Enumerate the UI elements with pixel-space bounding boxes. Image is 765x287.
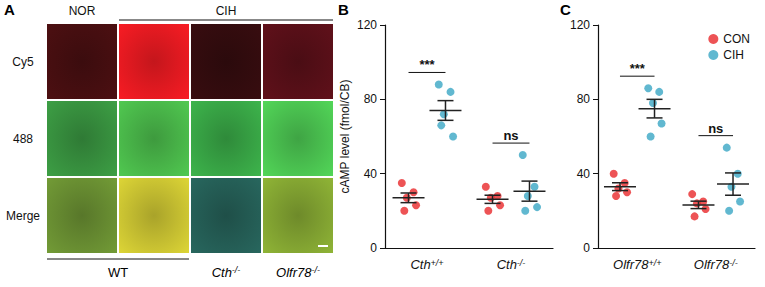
svg-text:ns: ns bbox=[503, 128, 518, 143]
svg-text:NOR: NOR bbox=[69, 4, 96, 18]
svg-text:CIH: CIH bbox=[723, 48, 744, 62]
svg-text:cAMP level (fmol/CB): cAMP level (fmol/CB) bbox=[338, 80, 352, 194]
svg-text:B: B bbox=[338, 1, 349, 18]
svg-text:40: 40 bbox=[364, 167, 378, 181]
svg-text:80: 80 bbox=[364, 92, 378, 106]
svg-text:ns: ns bbox=[708, 121, 723, 136]
svg-text:80: 80 bbox=[577, 92, 591, 106]
svg-text:40: 40 bbox=[577, 167, 591, 181]
svg-text:CON: CON bbox=[723, 32, 750, 46]
svg-text:+/+: +/+ bbox=[431, 258, 444, 268]
svg-text:Cth: Cth bbox=[212, 265, 232, 280]
svg-text:0: 0 bbox=[583, 241, 590, 255]
svg-text:Olfr78: Olfr78 bbox=[694, 257, 730, 272]
svg-text:Olfr78: Olfr78 bbox=[613, 257, 649, 272]
svg-text:A: A bbox=[4, 1, 15, 18]
svg-text:CIH: CIH bbox=[216, 4, 237, 18]
svg-text:Cth: Cth bbox=[410, 257, 430, 272]
svg-text:C: C bbox=[560, 1, 571, 18]
svg-text:-/-: -/- bbox=[232, 265, 241, 275]
svg-text:0: 0 bbox=[370, 241, 377, 255]
svg-text:-/-: -/- bbox=[729, 258, 738, 268]
svg-text:Merge: Merge bbox=[6, 209, 40, 223]
svg-text:***: *** bbox=[419, 57, 435, 72]
svg-text:120: 120 bbox=[570, 18, 590, 32]
svg-text:-/-: -/- bbox=[311, 265, 320, 275]
svg-text:Olfr78: Olfr78 bbox=[276, 265, 312, 280]
svg-text:***: *** bbox=[630, 61, 646, 76]
svg-text:WT: WT bbox=[108, 265, 128, 280]
svg-text:-/-: -/- bbox=[517, 258, 526, 268]
svg-text:+/+: +/+ bbox=[648, 258, 661, 268]
svg-text:488: 488 bbox=[13, 132, 33, 146]
svg-text:Cth: Cth bbox=[497, 257, 517, 272]
svg-text:Cy5: Cy5 bbox=[12, 55, 34, 69]
svg-text:120: 120 bbox=[357, 18, 377, 32]
